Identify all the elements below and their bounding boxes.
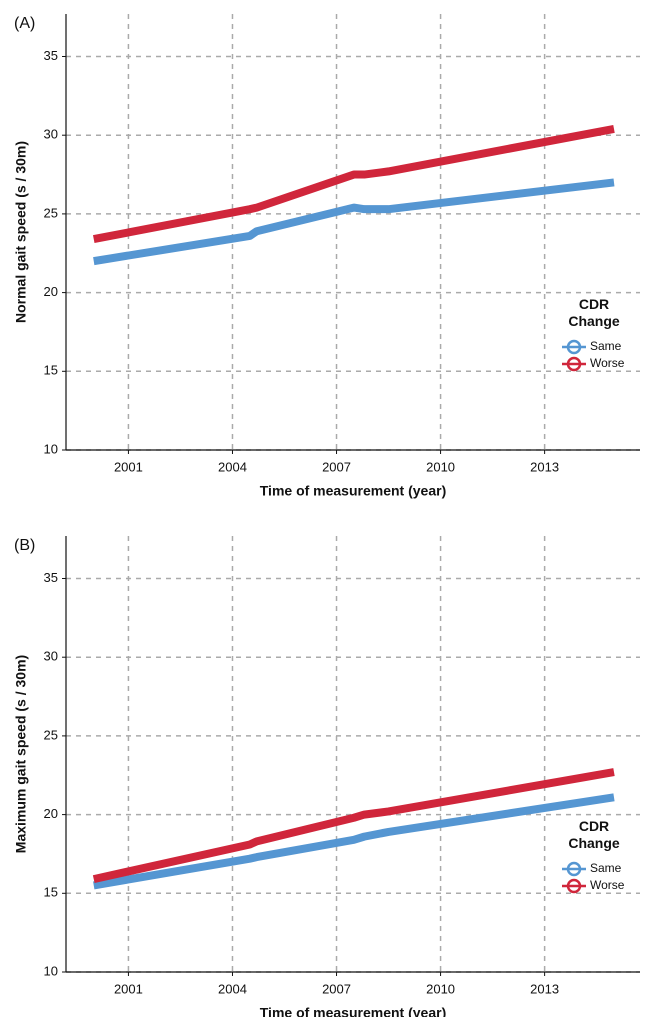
y-tick-label: 35 [44,570,58,585]
y-tick-label: 25 [44,205,58,220]
panel-label: (B) [14,537,35,554]
y-tick-label: 10 [44,963,58,978]
x-tick-label: 2007 [322,459,351,474]
line-series [92,124,615,244]
y-tick-label: 15 [44,885,58,900]
legend-swatch [566,878,582,894]
legend-label: Worse [590,878,625,892]
y-tick-label: 10 [44,441,58,456]
y-tick-label: 20 [44,806,58,821]
line-series [93,178,615,266]
legend-title: CDR Change [568,818,620,851]
legend-title: CDR Change [568,296,620,329]
x-axis-label: Time of measurement (year) [260,1005,446,1017]
y-axis-label: Maximum gait speed (s / 30m) [13,655,29,853]
x-tick-label: 2010 [426,459,455,474]
line-series [93,793,615,890]
y-tick-label: 30 [44,127,58,142]
x-axis-label: Time of measurement (year) [260,483,446,499]
x-tick-label: 2004 [218,981,247,996]
legend-label: Worse [590,356,625,370]
x-tick-label: 2013 [530,459,559,474]
line-series [92,768,615,884]
legend-swatch [566,339,582,355]
panel-label: (A) [14,15,35,32]
legend-swatch [566,356,582,372]
x-tick-label: 2010 [426,981,455,996]
legend-label: Same [590,861,622,875]
x-tick-label: 2007 [322,981,351,996]
y-tick-label: 25 [44,727,58,742]
legend-swatch [566,861,582,877]
x-tick-label: 2004 [218,459,247,474]
y-tick-label: 15 [44,363,58,378]
y-tick-label: 30 [44,649,58,664]
y-tick-label: 20 [44,284,58,299]
legend-label: Same [590,339,622,353]
x-tick-label: 2013 [530,981,559,996]
y-axis-label: Normal gait speed (s / 30m) [13,141,29,323]
y-tick-label: 35 [44,48,58,63]
x-tick-label: 2001 [114,981,143,996]
x-tick-label: 2001 [114,459,143,474]
